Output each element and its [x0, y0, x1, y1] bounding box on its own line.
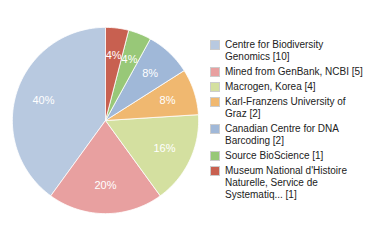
html-text:Centre for Biodiversity Genomi: Centre for Biodiversity Genomics [10] — [225, 39, 324, 62]
html-text:Karl-Franzens University of Gr: Karl-Franzens University of Graz [2] — [225, 96, 346, 119]
html-text:Macrogen, Korea [4]: Macrogen, Korea [4] — [225, 81, 316, 92]
html-text:Mined from GenBank, NCBI [5]: Mined from GenBank, NCBI [5] — [225, 66, 363, 77]
html-text:Source BioScience [1]: Source BioScience [1] — [225, 150, 324, 161]
svg-text:40%: 40% — [32, 94, 54, 106]
html-text:Canadian Centre for DNA Barcod: Canadian Centre for DNA Barcoding [2] — [225, 123, 339, 146]
svg-text:4%: 4% — [122, 53, 138, 65]
svg-text:16%: 16% — [153, 142, 175, 154]
svg-text:20%: 20% — [94, 179, 116, 191]
svg-text:4%: 4% — [106, 49, 122, 61]
html-text:Museum National d'Histoire Nat: Museum National d'Histoire Naturelle, Se… — [225, 165, 347, 200]
svg-text:8%: 8% — [142, 66, 158, 78]
svg-text:8%: 8% — [160, 94, 176, 106]
